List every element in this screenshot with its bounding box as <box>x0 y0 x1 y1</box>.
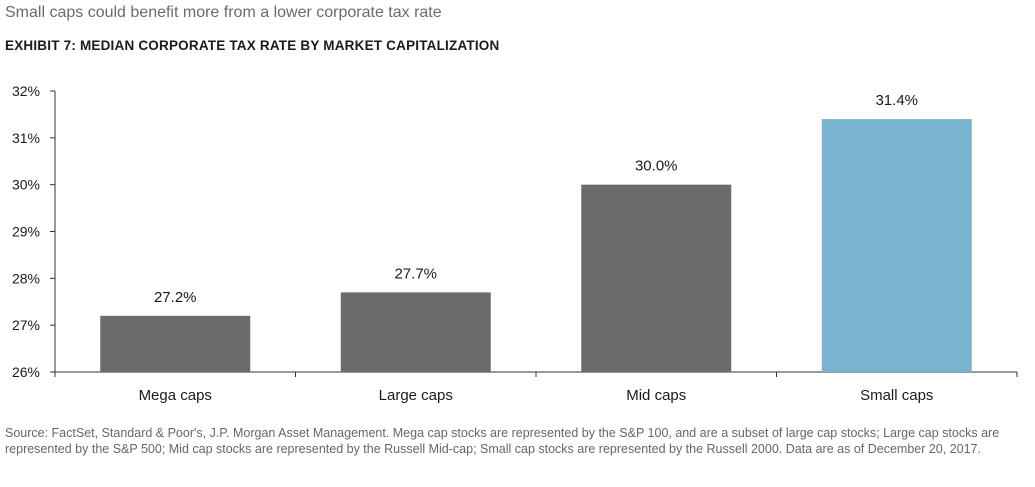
chart-title: EXHIBIT 7: MEDIAN CORPORATE TAX RATE BY … <box>5 38 500 53</box>
y-tick-label: 31% <box>12 130 40 146</box>
data-label: 27.7% <box>394 265 437 282</box>
bar-chart: 26% 27% 28% 29% 30% 31% 32% 27.2% Mega caps 27.7%… <box>12 83 1018 404</box>
category-label: Large caps <box>379 387 453 404</box>
category-label: Mega caps <box>139 387 212 404</box>
bar <box>100 315 251 372</box>
chart-headline: Small caps could benefit more from a low… <box>5 4 442 21</box>
y-tick-label: 26% <box>12 364 40 380</box>
bar <box>581 184 732 372</box>
source-note: Source: FactSet, Standard & Poor's, J.P.… <box>5 426 1000 456</box>
bar <box>340 292 491 372</box>
category-label: Mid caps <box>626 387 686 404</box>
data-label: 27.2% <box>154 289 197 306</box>
y-tick-label: 29% <box>12 224 40 240</box>
data-label: 31.4% <box>875 92 918 109</box>
y-tick-label: 32% <box>12 83 40 99</box>
y-tick-label: 27% <box>12 317 40 333</box>
category-label: Small caps <box>860 387 933 404</box>
y-tick-label: 30% <box>12 177 40 193</box>
bar <box>821 119 972 372</box>
y-tick-label: 28% <box>12 270 40 286</box>
data-label: 30.0% <box>635 158 678 175</box>
